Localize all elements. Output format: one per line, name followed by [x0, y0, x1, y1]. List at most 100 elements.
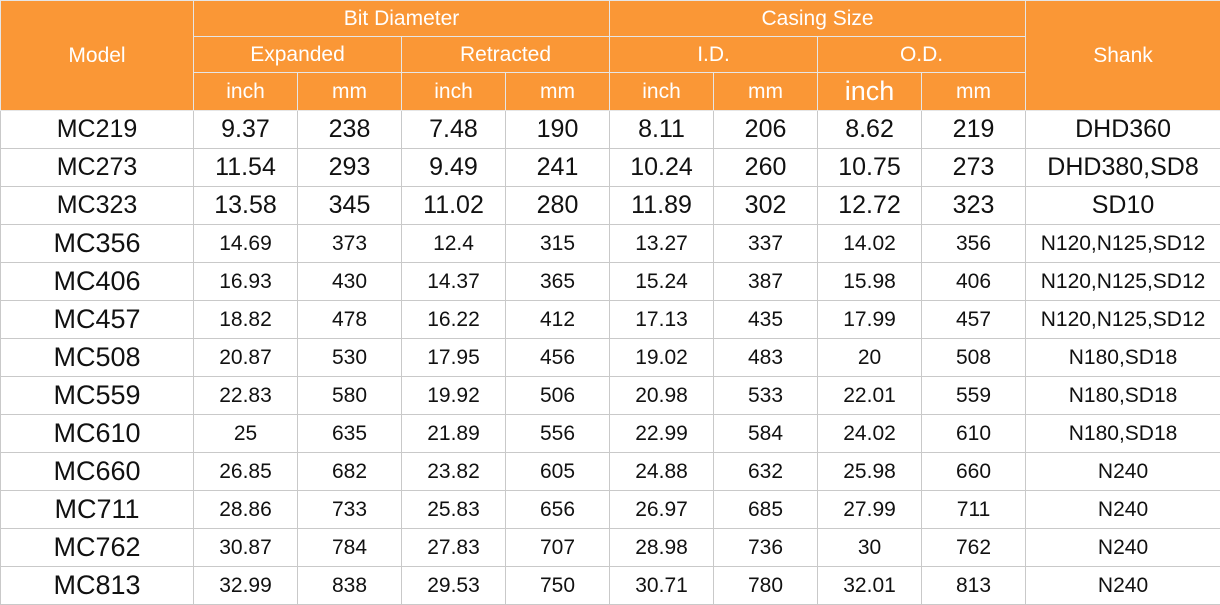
value-cell: 14.37 [401, 262, 506, 301]
value-cell: 28.86 [193, 490, 298, 529]
value-cell: 559 [921, 376, 1027, 415]
value-cell: 241 [504, 148, 611, 187]
unit-header: mm [297, 72, 402, 111]
value-cell: 315 [504, 224, 611, 263]
value-cell: 784 [297, 528, 402, 567]
shank-cell: DHD380,SD8 [1025, 148, 1220, 187]
value-cell: 838 [297, 566, 402, 605]
header-retracted: Retracted [400, 36, 611, 73]
value-cell: 11.89 [609, 186, 715, 225]
value-cell: 430 [297, 262, 402, 301]
table-row: MC711 28.86 733 25.83 656 26.97 685 27.99 711 N24… [0, 490, 1220, 529]
value-cell: 280 [504, 186, 611, 225]
value-cell: 219 [921, 110, 1027, 149]
value-cell: 682 [297, 452, 402, 491]
value-cell: 780 [713, 566, 819, 605]
value-cell: 20 [817, 338, 923, 377]
value-cell: 12.4 [401, 224, 506, 263]
value-cell: 19.92 [401, 376, 506, 415]
model-cell: MC323 [0, 186, 194, 225]
value-cell: 30.71 [609, 566, 715, 605]
model-cell: MC711 [0, 490, 194, 529]
model-cell: MC406 [0, 262, 194, 301]
table-row: MC406 16.93 430 14.37 365 15.24 387 15.98 406 N12… [0, 262, 1220, 301]
unit-header: mm [713, 72, 819, 111]
value-cell: 11.02 [401, 186, 506, 225]
value-cell: 27.99 [817, 490, 923, 529]
value-cell: 24.02 [817, 414, 923, 453]
header-bit-diameter: Bit Diameter [192, 0, 611, 37]
shank-cell: N240 [1025, 566, 1220, 605]
table-row: MC813 32.99 838 29.53 750 30.71 780 32.01 813 N24… [0, 566, 1220, 605]
value-cell: 8.11 [609, 110, 715, 149]
value-cell: 337 [713, 224, 819, 263]
unit-header: inch [817, 72, 923, 111]
value-cell: 25.98 [817, 452, 923, 491]
value-cell: 584 [713, 414, 819, 453]
value-cell: 24.88 [609, 452, 715, 491]
value-cell: 707 [504, 528, 611, 567]
value-cell: 14.69 [193, 224, 298, 263]
value-cell: 750 [504, 566, 611, 605]
header-id: I.D. [609, 36, 819, 73]
value-cell: 762 [921, 528, 1027, 567]
value-cell: 412 [504, 300, 611, 339]
value-cell: 7.48 [401, 110, 506, 149]
value-cell: 25.83 [401, 490, 506, 529]
value-cell: 32.99 [193, 566, 298, 605]
value-cell: 17.13 [609, 300, 715, 339]
table-row: MC762 30.87 784 27.83 707 28.98 736 30 762 N240 [0, 528, 1220, 567]
value-cell: 17.95 [401, 338, 506, 377]
value-cell: 22.01 [817, 376, 923, 415]
value-cell: 13.58 [193, 186, 298, 225]
model-cell: MC356 [0, 224, 194, 263]
unit-header: mm [504, 72, 611, 111]
value-cell: 483 [713, 338, 819, 377]
table-row: MC356 14.69 373 12.4 315 13.27 337 14.02 356 N120… [0, 224, 1220, 263]
shank-cell: N180,SD18 [1025, 414, 1220, 453]
value-cell: 10.24 [609, 148, 715, 187]
header-model: Model [0, 0, 194, 111]
model-cell: MC457 [0, 300, 194, 339]
table-row: MC660 26.85 682 23.82 605 24.88 632 25.98 660 N24… [0, 452, 1220, 491]
value-cell: 22.99 [609, 414, 715, 453]
value-cell: 323 [921, 186, 1027, 225]
header-expanded: Expanded [193, 36, 402, 73]
shank-cell: N120,N125,SD12 [1025, 224, 1220, 263]
shank-cell: DHD360 [1025, 110, 1220, 149]
value-cell: 733 [297, 490, 402, 529]
value-cell: 273 [921, 148, 1027, 187]
value-cell: 685 [713, 490, 819, 529]
value-cell: 28.98 [609, 528, 715, 567]
value-cell: 14.02 [817, 224, 923, 263]
shank-cell: N120,N125,SD12 [1025, 300, 1220, 339]
value-cell: 345 [297, 186, 402, 225]
model-cell: MC559 [0, 376, 194, 415]
value-cell: 456 [504, 338, 611, 377]
value-cell: 190 [504, 110, 611, 149]
value-cell: 19.02 [609, 338, 715, 377]
value-cell: 506 [504, 376, 611, 415]
value-cell: 10.75 [817, 148, 923, 187]
value-cell: 26.85 [193, 452, 298, 491]
shank-cell: N180,SD18 [1025, 376, 1220, 415]
unit-header: inch [193, 72, 298, 111]
table-row: MC610 25 635 21.89 556 22.99 584 24.02 610 N180,S… [0, 414, 1220, 453]
value-cell: 23.82 [401, 452, 506, 491]
value-cell: 293 [297, 148, 402, 187]
value-cell: 30 [817, 528, 923, 567]
table-body: MC219 9.37 238 7.48 190 8.11 206 8.62 219 DHD360 M… [0, 110, 1220, 605]
value-cell: 238 [297, 110, 402, 149]
value-cell: 356 [921, 224, 1027, 263]
value-cell: 25 [193, 414, 298, 453]
value-cell: 478 [297, 300, 402, 339]
value-cell: 26.97 [609, 490, 715, 529]
value-cell: 27.83 [401, 528, 506, 567]
value-cell: 365 [504, 262, 611, 301]
unit-header: inch [609, 72, 715, 111]
value-cell: 508 [921, 338, 1027, 377]
value-cell: 556 [504, 414, 611, 453]
value-cell: 13.27 [609, 224, 715, 263]
value-cell: 32.01 [817, 566, 923, 605]
